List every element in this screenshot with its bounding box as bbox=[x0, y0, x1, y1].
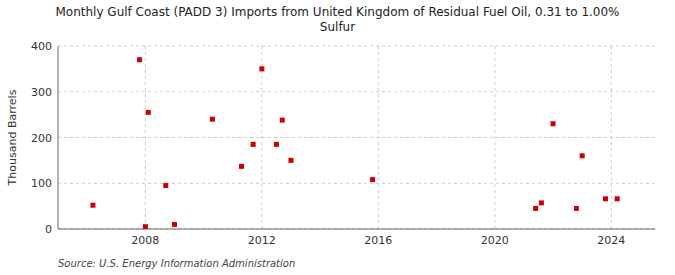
data-point bbox=[251, 142, 256, 147]
data-point bbox=[146, 110, 151, 115]
y-grid-line bbox=[58, 91, 655, 92]
data-point bbox=[137, 57, 142, 62]
y-tick-label: 200 bbox=[31, 132, 52, 145]
data-point bbox=[539, 200, 544, 205]
y-axis-line bbox=[58, 46, 59, 229]
y-tick-label: 0 bbox=[45, 223, 52, 236]
x-tick-label: 2024 bbox=[597, 234, 625, 247]
data-point bbox=[274, 142, 279, 147]
title-line: Monthly Gulf Coast (PADD 3) Imports from… bbox=[55, 5, 619, 19]
x-grid-line bbox=[494, 46, 495, 229]
data-point bbox=[259, 66, 264, 71]
data-point bbox=[615, 196, 620, 201]
data-point bbox=[580, 153, 585, 158]
x-grid-line bbox=[378, 46, 379, 229]
y-tick-label: 100 bbox=[31, 177, 52, 190]
chart-svg: Monthly Gulf Coast (PADD 3) Imports from… bbox=[0, 0, 675, 275]
x-tick-label: 2016 bbox=[364, 234, 392, 247]
title-line: Sulfur bbox=[320, 20, 355, 34]
y-tick-label: 300 bbox=[31, 86, 52, 99]
x-grid-line bbox=[261, 46, 262, 229]
data-point bbox=[280, 118, 285, 123]
data-point bbox=[574, 206, 579, 211]
y-grid-line bbox=[58, 183, 655, 184]
x-grid-line bbox=[145, 46, 146, 229]
x-tick-label: 2012 bbox=[248, 234, 276, 247]
data-point bbox=[288, 158, 293, 163]
x-tick-label: 2020 bbox=[481, 234, 509, 247]
data-point bbox=[370, 177, 375, 182]
chart-title: Monthly Gulf Coast (PADD 3) Imports from… bbox=[55, 5, 619, 34]
points bbox=[90, 57, 619, 229]
grid bbox=[58, 46, 655, 229]
chart-container: Monthly Gulf Coast (PADD 3) Imports from… bbox=[0, 0, 675, 275]
y-grid-line bbox=[58, 137, 655, 138]
data-point bbox=[603, 196, 608, 201]
data-point bbox=[210, 117, 215, 122]
x-grid-line bbox=[611, 46, 612, 229]
x-tick-label: 2008 bbox=[131, 234, 159, 247]
data-point bbox=[90, 203, 95, 208]
data-point bbox=[172, 222, 177, 227]
data-point bbox=[239, 164, 244, 169]
source-note: Source: U.S. Energy Information Administ… bbox=[58, 258, 295, 269]
data-point bbox=[551, 121, 556, 126]
y-grid-line bbox=[58, 46, 655, 47]
y-axis-label: Thousand Barrels bbox=[6, 89, 19, 186]
y-tick-label: 400 bbox=[31, 40, 52, 53]
data-point bbox=[533, 206, 538, 211]
data-point bbox=[143, 224, 148, 229]
data-point bbox=[163, 183, 168, 188]
